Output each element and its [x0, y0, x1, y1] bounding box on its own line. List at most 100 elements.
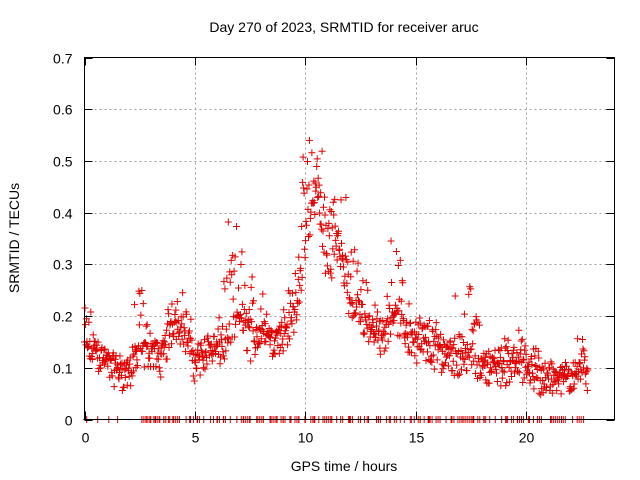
data-point [580, 347, 588, 355]
data-point [504, 336, 512, 344]
data-point [299, 178, 307, 186]
data-point [294, 275, 302, 283]
data-point [297, 286, 305, 294]
data-point [278, 318, 286, 326]
data-point [280, 306, 288, 314]
data-point [499, 367, 507, 375]
data-point [165, 310, 173, 318]
y-tick-label: 0.5 [53, 154, 73, 170]
data-point [89, 331, 97, 339]
data-point [335, 227, 343, 235]
data-point [280, 330, 288, 338]
data-point [219, 352, 227, 360]
data-point [402, 329, 410, 337]
data-point [344, 258, 352, 266]
data-point [251, 338, 259, 346]
data-point [303, 185, 311, 193]
data-point [221, 285, 229, 293]
data-point [381, 329, 389, 337]
data-point [474, 318, 482, 326]
data-point [152, 338, 160, 346]
data-point [458, 366, 466, 374]
data-point [573, 372, 581, 380]
data-point [400, 316, 408, 324]
data-point [330, 250, 338, 258]
data-point [256, 339, 264, 347]
data-point [339, 263, 347, 271]
data-point [146, 354, 154, 362]
data-point [128, 372, 136, 380]
data-point [422, 333, 430, 341]
data-point [477, 371, 485, 379]
data-point [161, 338, 169, 346]
data-point [466, 346, 474, 354]
data-point [416, 319, 424, 327]
data-point [451, 292, 459, 300]
data-point [354, 291, 362, 299]
data-point [299, 153, 307, 161]
data-point [247, 357, 255, 365]
data-point [538, 385, 546, 393]
data-point [494, 346, 502, 354]
data-point [287, 314, 295, 322]
data-point [166, 331, 174, 339]
data-point [380, 347, 388, 355]
data-point [243, 346, 251, 354]
data-point [328, 224, 336, 232]
data-point [429, 351, 437, 359]
data-point [296, 281, 304, 289]
data-point [170, 330, 178, 338]
data-point [284, 341, 292, 349]
data-point [353, 303, 361, 311]
plot-frame [84, 57, 615, 420]
data-point [303, 158, 311, 166]
data-point [298, 273, 306, 281]
data-point [93, 345, 101, 353]
data-point [100, 346, 108, 354]
y-tick-label: 0.4 [53, 206, 73, 222]
data-point [214, 325, 222, 333]
data-point [230, 267, 238, 275]
data-point [424, 322, 432, 330]
data-point [325, 219, 333, 227]
data-point [369, 318, 377, 326]
data-point [246, 324, 254, 332]
data-point [163, 326, 171, 334]
data-point [341, 272, 349, 280]
data-point [308, 149, 316, 157]
data-point [531, 362, 539, 370]
data-point [130, 367, 138, 375]
data-point [180, 324, 188, 332]
data-point [288, 289, 296, 297]
data-point [343, 288, 351, 296]
data-point [218, 322, 226, 330]
data-point [428, 358, 436, 366]
data-point [371, 301, 379, 309]
data-point [454, 371, 462, 379]
data-point [457, 346, 465, 354]
data-point [576, 359, 584, 367]
data-point [210, 332, 218, 340]
data-point [212, 350, 220, 358]
data-point [291, 270, 299, 278]
data-point [357, 286, 365, 294]
data-point [469, 340, 477, 348]
data-point [121, 373, 129, 381]
data-point [444, 362, 452, 370]
data-point [201, 336, 209, 344]
data-point [245, 323, 253, 331]
data-point [138, 286, 146, 294]
data-point [188, 336, 196, 344]
y-tick-label: 0.1 [53, 361, 73, 377]
data-point [330, 211, 338, 219]
data-point [498, 374, 506, 382]
data-point [226, 278, 234, 286]
data-point [302, 237, 310, 245]
data-point [341, 252, 349, 260]
x-axis-title: GPS time / hours [291, 458, 398, 474]
data-point [423, 348, 431, 356]
data-point [422, 357, 430, 365]
data-point [133, 361, 141, 369]
data-point [397, 297, 405, 305]
data-point [131, 301, 139, 309]
